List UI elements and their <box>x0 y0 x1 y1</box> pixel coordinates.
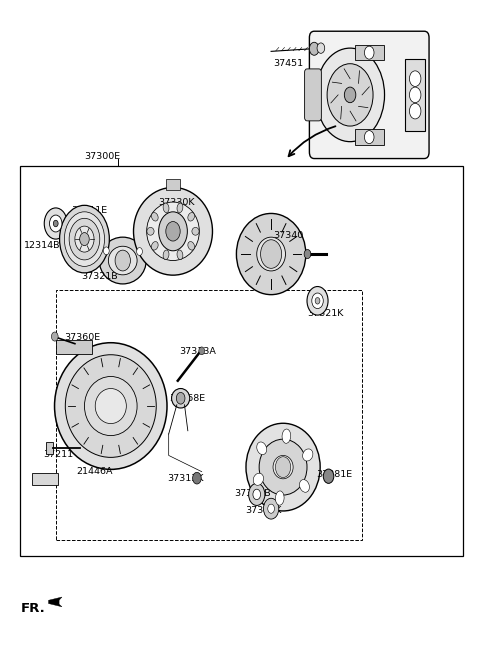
FancyBboxPatch shape <box>305 69 322 121</box>
Text: 37313A: 37313A <box>179 347 216 356</box>
Circle shape <box>276 457 291 478</box>
Ellipse shape <box>188 242 194 250</box>
Ellipse shape <box>302 449 313 461</box>
Ellipse shape <box>55 342 167 469</box>
Circle shape <box>104 247 109 255</box>
Text: 37390B: 37390B <box>234 489 271 497</box>
Ellipse shape <box>300 480 310 492</box>
Text: 37451: 37451 <box>274 59 304 68</box>
Bar <box>20 167 463 556</box>
Circle shape <box>316 48 384 142</box>
Ellipse shape <box>177 203 183 213</box>
Circle shape <box>364 46 374 59</box>
Ellipse shape <box>273 456 293 478</box>
Circle shape <box>264 498 279 519</box>
Text: 37368E: 37368E <box>169 394 206 403</box>
Ellipse shape <box>147 227 154 235</box>
Circle shape <box>323 469 334 483</box>
Circle shape <box>317 43 324 53</box>
Ellipse shape <box>188 212 194 221</box>
Ellipse shape <box>192 227 199 235</box>
Circle shape <box>253 489 261 499</box>
Ellipse shape <box>276 491 284 505</box>
Ellipse shape <box>246 423 320 511</box>
Circle shape <box>344 87 356 103</box>
Ellipse shape <box>282 429 291 443</box>
Bar <box>405 59 425 131</box>
Circle shape <box>310 42 319 55</box>
Text: 37211: 37211 <box>43 450 73 459</box>
Ellipse shape <box>151 242 158 250</box>
Circle shape <box>364 131 374 144</box>
Ellipse shape <box>151 212 158 221</box>
Text: 37330K: 37330K <box>158 198 195 207</box>
Ellipse shape <box>108 246 137 275</box>
Ellipse shape <box>257 442 266 454</box>
Ellipse shape <box>95 389 126 424</box>
Circle shape <box>75 226 94 252</box>
Ellipse shape <box>133 187 213 275</box>
FancyBboxPatch shape <box>310 31 429 159</box>
Ellipse shape <box>171 389 190 408</box>
Circle shape <box>199 347 204 355</box>
Circle shape <box>268 504 275 513</box>
Bar <box>56 340 92 354</box>
Circle shape <box>409 71 421 87</box>
Text: FR.: FR. <box>21 602 46 615</box>
Circle shape <box>64 212 105 266</box>
Ellipse shape <box>65 355 156 458</box>
Text: 37300E: 37300E <box>84 152 120 161</box>
Text: 37321K: 37321K <box>307 309 343 318</box>
Circle shape <box>49 215 62 232</box>
Text: 37320K: 37320K <box>245 506 281 515</box>
Circle shape <box>327 64 373 126</box>
Ellipse shape <box>259 439 307 495</box>
Polygon shape <box>48 597 62 607</box>
Bar <box>46 443 53 454</box>
Circle shape <box>115 250 131 271</box>
Bar <box>32 473 58 484</box>
Circle shape <box>53 220 58 227</box>
Text: 12314B: 12314B <box>24 241 60 250</box>
Text: 37311E: 37311E <box>72 206 108 215</box>
Circle shape <box>69 218 100 260</box>
Text: 37321B: 37321B <box>81 271 118 281</box>
Bar <box>166 178 180 190</box>
Circle shape <box>158 212 187 251</box>
Text: 37313K: 37313K <box>167 474 204 482</box>
Text: 21446A: 21446A <box>76 467 113 475</box>
Circle shape <box>315 298 320 304</box>
Circle shape <box>409 87 421 103</box>
Ellipse shape <box>177 250 183 260</box>
Circle shape <box>192 473 201 484</box>
Bar <box>56 290 362 540</box>
Circle shape <box>307 286 328 315</box>
Circle shape <box>44 208 67 239</box>
Ellipse shape <box>99 237 146 284</box>
Text: 37381E: 37381E <box>317 471 353 479</box>
Bar <box>355 130 384 145</box>
Circle shape <box>80 232 89 245</box>
Circle shape <box>261 240 282 268</box>
Ellipse shape <box>163 203 169 213</box>
Circle shape <box>51 332 58 341</box>
Circle shape <box>60 205 109 273</box>
Circle shape <box>312 293 323 309</box>
Ellipse shape <box>237 214 306 295</box>
Circle shape <box>409 104 421 119</box>
Circle shape <box>304 249 311 258</box>
Bar <box>355 45 384 61</box>
Circle shape <box>249 483 265 505</box>
Circle shape <box>176 393 185 404</box>
Circle shape <box>166 221 180 241</box>
Text: 37340: 37340 <box>274 231 304 240</box>
Ellipse shape <box>84 376 137 436</box>
Circle shape <box>137 247 143 255</box>
Text: 37360E: 37360E <box>64 333 100 342</box>
Ellipse shape <box>257 237 286 271</box>
Ellipse shape <box>253 473 264 485</box>
Ellipse shape <box>147 202 199 260</box>
Ellipse shape <box>163 250 169 260</box>
